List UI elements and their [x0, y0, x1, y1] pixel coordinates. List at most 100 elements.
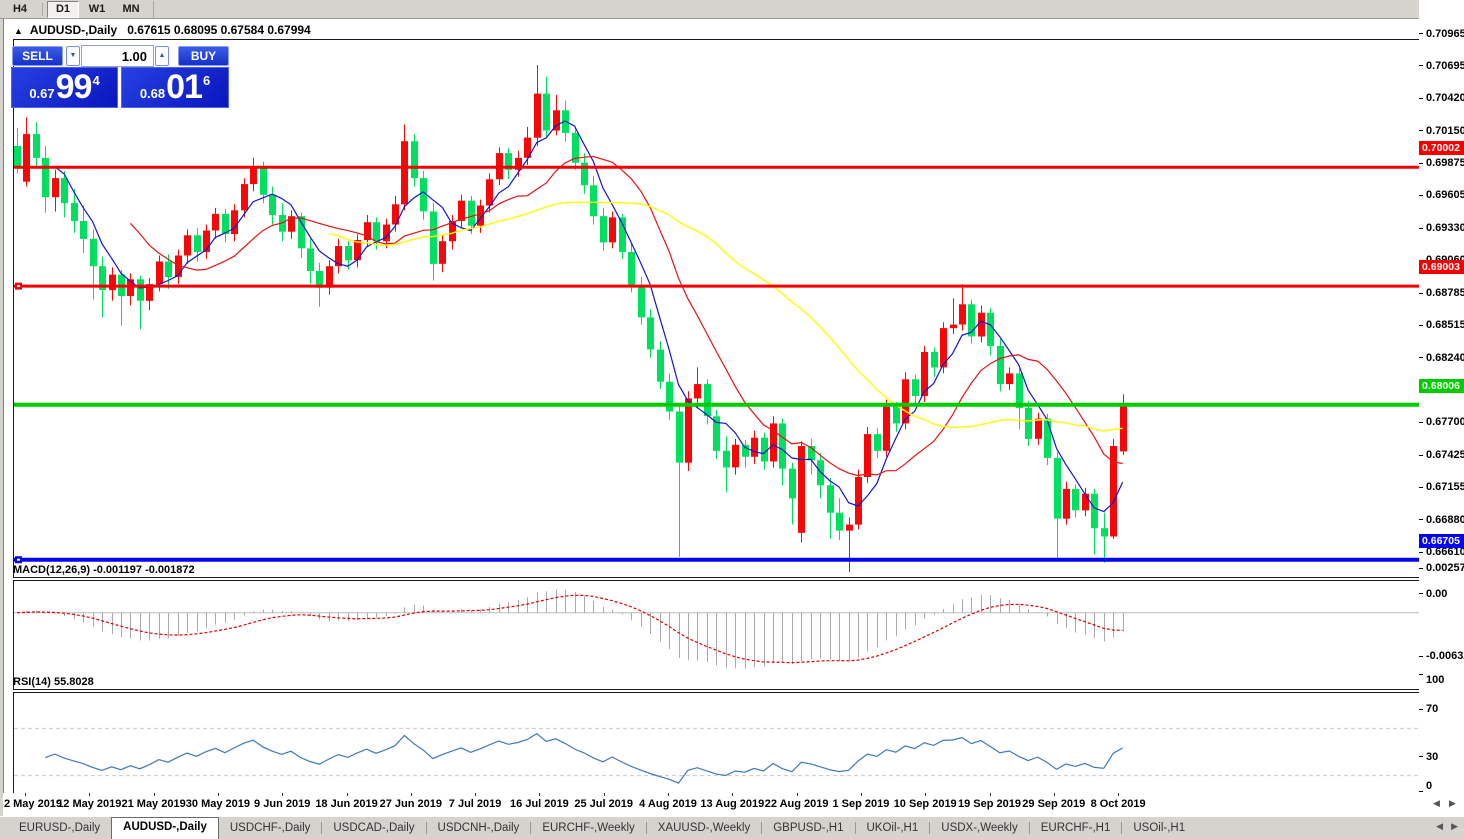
chevron-down-icon: ▼	[69, 52, 77, 59]
date-axis[interactable]: 2 May 2019 12 May 2019 21 May 2019 30 May 2…	[3, 793, 1464, 816]
scroll-left-icon[interactable]: ◀	[1436, 821, 1444, 831]
date-tick-mark	[217, 793, 219, 796]
date-tick-mark	[860, 793, 862, 796]
price-line-badge: 0.70002	[1419, 141, 1464, 156]
rsi-tick-label: 100	[1426, 674, 1445, 686]
volume-decrease-button[interactable]: ▼	[66, 46, 80, 66]
symbol-tab-EURUSD-Daily[interactable]: EURUSD-,Daily	[19, 822, 101, 834]
sell-button[interactable]: SELL	[12, 46, 63, 66]
price-axis[interactable]: 0.70965 0.70695 0.70420 0.70150 0.69875 0.696…	[1419, 0, 1464, 816]
macd-indicator-label: MACD(12,26,9) -0.001197 -0.001872	[13, 564, 195, 576]
date-label: 21 May 2019	[121, 798, 186, 810]
timeframe-button-MN[interactable]: MN	[122, 2, 140, 15]
rsi-tick-label: 30	[1426, 750, 1439, 763]
volume-input[interactable]	[81, 45, 154, 67]
date-tick-mark	[796, 793, 798, 796]
volume-increase-button[interactable]: ▲	[155, 46, 169, 66]
price-tick-mark	[1419, 292, 1423, 294]
date-label: 2 May 2019	[3, 798, 63, 810]
symbol-tab-USDCNH-Daily[interactable]: USDCNH-,Daily	[437, 822, 520, 834]
symbol-tab-bar: EURUSD-,Daily AUDUSD-,Daily USDCHF-,Daily U…	[0, 816, 1464, 839]
date-tick-mark	[732, 793, 734, 796]
symbol-tab-USDCHF-Daily[interactable]: USDCHF-,Daily	[229, 822, 311, 834]
price-tick-label: 0.67700	[1426, 416, 1464, 429]
symbol-tab-AUDUSD-Daily[interactable]: AUDUSD-,Daily	[111, 817, 219, 839]
tab-separator	[1028, 822, 1030, 834]
tab-separator	[929, 822, 931, 834]
symbol-tab-XAUUSD-Weekly[interactable]: XAUUSD-,Weekly	[657, 822, 751, 834]
price-tick-mark	[1419, 97, 1423, 99]
macd-tick-mark	[1419, 567, 1423, 569]
date-label: 13 Aug 2019	[700, 798, 765, 810]
symbol-tab-USDX-Weekly[interactable]: USDX-,Weekly	[941, 822, 1018, 834]
price-tick-mark	[1419, 357, 1423, 359]
price-line-badge: 0.69003	[1419, 260, 1464, 275]
candlestick-chart[interactable]	[14, 40, 1423, 577]
date-label: 19 Sep 2019	[958, 798, 1021, 810]
rsi-chart[interactable]	[14, 693, 1423, 811]
date-tick-mark	[603, 793, 605, 796]
chevron-up-icon: ▲	[158, 52, 166, 59]
macd-panel[interactable]	[13, 580, 1424, 690]
date-tick-mark	[475, 793, 477, 796]
scroll-right-icon[interactable]: ▶	[1451, 821, 1458, 831]
date-tick-mark	[25, 793, 26, 796]
symbol-tab-UKOil-H1[interactable]: UKOil-,H1	[866, 822, 919, 834]
price-axis-macd[interactable]: 0.002574 0.00 -0.006326	[1419, 562, 1464, 670]
macd-tick-label: -0.006326	[1426, 650, 1464, 663]
scroll-left-icon[interactable]: ◀	[1433, 798, 1440, 808]
price-tick-label: 0.68785	[1426, 287, 1464, 300]
price-tick-label: 0.67155	[1426, 481, 1464, 494]
macd-tick-mark	[1419, 593, 1423, 595]
date-label: 7 Jul 2019	[448, 798, 502, 810]
buy-button[interactable]: BUY	[178, 46, 229, 66]
price-tick-mark	[1419, 486, 1423, 488]
rsi-tick-mark	[1419, 756, 1423, 758]
rsi-panel[interactable]	[13, 692, 1424, 812]
date-tick-mark	[668, 793, 669, 796]
date-tick-mark	[282, 793, 284, 796]
collapse-trade-panel-icon[interactable]: ▲	[14, 26, 23, 36]
tab-separator	[1121, 822, 1123, 834]
main-chart-panel[interactable]	[13, 39, 1424, 578]
symbol-tab-USDCAD-Daily[interactable]: USDCAD-,Daily	[333, 822, 415, 834]
price-axis-main[interactable]: 0.70965 0.70695 0.70420 0.70150 0.69875 0.696…	[1419, 21, 1464, 558]
price-tick-label: 0.67425	[1426, 449, 1464, 461]
tab-separator	[530, 822, 532, 834]
symbol-tab-EURCHF-H1[interactable]: EURCHF-,H1	[1040, 822, 1111, 834]
macd-tick-label: 0.00	[1426, 587, 1448, 600]
timeframe-button-H4[interactable]: H4	[12, 2, 28, 15]
sell-price-box[interactable]: 0.67 99 4	[11, 67, 118, 108]
symbol-tab-EURCHF-Weekly[interactable]: EURCHF-,Weekly	[542, 822, 635, 834]
date-tick-mark	[1053, 793, 1055, 796]
date-tick-mark	[539, 793, 541, 796]
price-tick-mark	[1419, 227, 1423, 229]
timeframe-button-D1[interactable]: D1	[47, 0, 79, 18]
macd-chart[interactable]	[14, 581, 1423, 689]
price-tick-mark	[1419, 519, 1423, 521]
rsi-tick-mark	[1419, 708, 1423, 710]
one-click-trading-panel: SELL ▼ ▲ BUY 0.67 99 4 0.68 01 6	[10, 44, 231, 108]
buy-price-pip: 6	[202, 73, 211, 88]
rsi-tick-mark	[1419, 791, 1423, 792]
timeframe-button-W1[interactable]: W1	[88, 2, 106, 15]
date-label: 25 Jul 2019	[574, 798, 634, 810]
symbol-tab-USOil-H1[interactable]: USOil-,H1	[1133, 822, 1186, 834]
date-label: 29 Sep 2019	[1022, 798, 1086, 810]
price-tick-mark	[1419, 454, 1423, 456]
timeframe-toolbar: H4 D1 W1 MN	[0, 0, 1464, 19]
price-tick-label: 0.70420	[1426, 92, 1464, 105]
buy-price-box[interactable]: 0.68 01 6	[121, 67, 229, 108]
chart-ohlc-values: 0.67615 0.68095 0.67584 0.67994	[127, 23, 311, 37]
buy-price-main: 01	[166, 68, 203, 106]
date-label: 30 May 2019	[185, 798, 250, 810]
price-tick-mark	[1419, 65, 1423, 67]
scroll-right-icon[interactable]: ▶	[1449, 798, 1456, 808]
tab-separator	[761, 822, 763, 834]
toolbar-separator	[42, 2, 43, 16]
symbol-tab-GBPUSD-H1[interactable]: GBPUSD-,H1	[773, 822, 844, 834]
buy-price-prefix: 0.68	[139, 86, 166, 101]
price-axis-rsi[interactable]: 100 70 30 0	[1419, 674, 1464, 792]
price-tick-mark	[1419, 162, 1423, 164]
